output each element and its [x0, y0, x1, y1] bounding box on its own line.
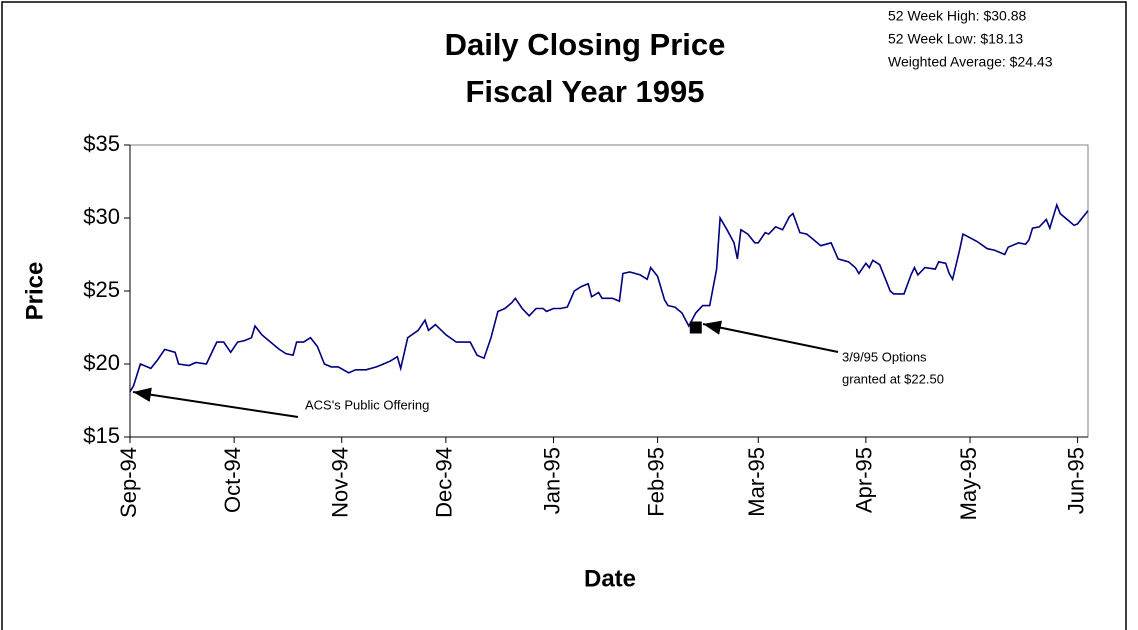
annotation: granted at $22.50 — [842, 371, 944, 386]
y-axis-title: Price — [21, 262, 48, 321]
y-tick-label: $35 — [83, 131, 120, 156]
x-tick-label: Sep-94 — [116, 447, 141, 518]
arrow — [132, 387, 299, 418]
x-tick-label: Dec-94 — [432, 447, 457, 518]
x-tick-label: Jun-95 — [1063, 447, 1088, 514]
y-tick-label: $20 — [83, 350, 120, 375]
x-tick-label: Apr-95 — [852, 447, 877, 513]
arrow — [702, 320, 839, 353]
y-tick-label: $25 — [83, 277, 120, 302]
y-tick-label: $30 — [83, 204, 120, 229]
x-axis-title: Date — [584, 565, 636, 592]
x-tick-label: May-95 — [956, 447, 981, 520]
annotation: ACS's Public Offering — [305, 397, 429, 412]
y-tick-label: $15 — [83, 423, 120, 448]
chart-subtitle: Fiscal Year 1995 — [465, 74, 704, 109]
stat: Weighted Average: $24.43 — [888, 54, 1053, 70]
plot-area — [129, 144, 1089, 438]
stat: 52 Week Low: $18.13 — [888, 31, 1023, 47]
price-line — [129, 202, 1089, 393]
x-tick-label: Jan-95 — [539, 447, 564, 514]
chart-title: Daily Closing Price — [445, 27, 726, 62]
x-tick-label: Oct-94 — [220, 447, 245, 513]
x-tick-label: Nov-94 — [328, 447, 353, 518]
x-tick-label: Mar-95 — [744, 447, 769, 517]
x-tick-label: Feb-95 — [643, 447, 668, 517]
annotation-marker — [689, 321, 702, 334]
annotation: 3/9/95 Options — [842, 349, 927, 364]
stat: 52 Week High: $30.88 — [888, 8, 1026, 24]
